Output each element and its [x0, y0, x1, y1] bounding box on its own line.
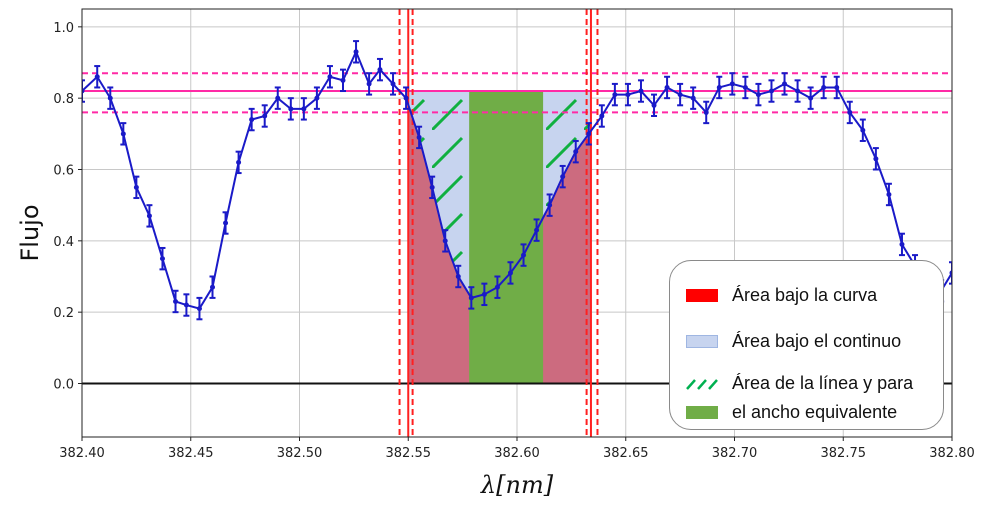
y-tick-label: 0.8	[53, 92, 74, 107]
y-axis-label: Flujo	[16, 204, 44, 261]
data-point	[442, 238, 448, 244]
data-point	[560, 174, 566, 180]
data-point	[755, 92, 761, 98]
x-tick-label: 382.55	[386, 446, 432, 461]
data-point	[703, 109, 709, 115]
data-point	[599, 113, 605, 119]
data-point	[146, 213, 152, 219]
data-point	[353, 49, 359, 55]
y-tick-label: 0.0	[53, 378, 74, 393]
data-point	[210, 284, 215, 290]
area-under-curve	[408, 104, 591, 384]
data-point	[275, 95, 281, 101]
data-point	[429, 184, 435, 190]
data-point	[196, 306, 202, 312]
x-tick-label: 382.65	[603, 446, 649, 461]
data-point	[664, 84, 670, 90]
data-point	[742, 84, 748, 90]
data-point	[899, 241, 905, 247]
data-point	[301, 106, 307, 112]
data-point	[236, 159, 242, 165]
legend-item-area-under-curve: Área bajo la curva	[686, 285, 877, 306]
x-tick-label: 382.45	[168, 446, 214, 461]
data-point	[468, 295, 474, 301]
data-point	[625, 92, 631, 98]
data-point	[403, 95, 409, 101]
data-point	[494, 284, 500, 290]
data-point	[173, 298, 179, 304]
legend-label: Área de la línea y para	[732, 373, 914, 393]
data-point	[223, 220, 229, 226]
data-point	[768, 88, 774, 94]
data-point	[612, 92, 618, 98]
data-point	[716, 84, 722, 90]
legend-item-line-area: Área de la línea y para	[686, 373, 913, 394]
data-point	[795, 88, 801, 94]
data-point	[340, 77, 346, 83]
data-point	[638, 88, 644, 94]
data-point	[327, 74, 333, 80]
data-point	[288, 106, 294, 112]
data-point	[873, 156, 879, 162]
x-tick-label: 382.60	[494, 446, 540, 461]
data-point	[107, 95, 113, 101]
legend: Área bajo la curva Área bajo el continuo…	[669, 260, 944, 430]
legend-label: Área bajo la curva	[732, 285, 878, 305]
data-point	[366, 81, 372, 87]
legend-label: Área bajo el continuo	[732, 331, 902, 351]
data-point	[534, 227, 540, 233]
legend-swatch-green	[686, 406, 718, 419]
data-point	[834, 84, 840, 90]
y-tick-label: 1.0	[53, 21, 74, 36]
y-tick-label: 0.2	[53, 306, 74, 321]
data-point	[782, 81, 788, 87]
x-tick-label: 382.50	[277, 446, 323, 461]
y-tick-label: 0.6	[53, 164, 74, 179]
data-point	[521, 252, 527, 258]
data-point	[847, 109, 853, 115]
x-tick-label: 382.75	[821, 446, 867, 461]
data-point	[729, 81, 735, 87]
data-point	[390, 81, 396, 87]
legend-swatch-hatch	[686, 379, 718, 390]
data-point	[677, 92, 683, 98]
data-point	[377, 67, 383, 73]
legend-swatch-red	[686, 289, 718, 302]
data-point	[82, 88, 85, 94]
data-point	[808, 95, 814, 101]
data-point	[262, 113, 268, 119]
data-point	[159, 256, 165, 262]
data-point	[120, 131, 126, 137]
data-point	[949, 270, 952, 276]
data-point	[249, 117, 255, 123]
data-point	[416, 134, 422, 140]
legend-swatch-light-blue	[686, 335, 718, 348]
data-point	[481, 291, 487, 297]
x-axis-label: λ[nm]	[480, 471, 554, 499]
data-point	[547, 202, 553, 208]
data-point	[507, 270, 513, 276]
data-point	[690, 95, 696, 101]
x-tick-label: 382.70	[712, 446, 758, 461]
legend-label: el ancho equivalente	[732, 402, 898, 422]
data-point	[586, 131, 592, 137]
data-point	[183, 302, 189, 308]
data-point	[860, 127, 866, 133]
x-tick-label: 382.40	[59, 446, 105, 461]
data-point	[886, 191, 892, 197]
data-point	[314, 95, 320, 101]
data-point	[94, 74, 100, 80]
data-point	[133, 184, 139, 190]
data-point	[573, 149, 579, 155]
data-point	[821, 84, 827, 90]
data-point	[455, 274, 461, 279]
legend-item-equivalent-width: el ancho equivalente	[686, 402, 897, 423]
legend-item-area-under-continuum: Área bajo el continuo	[686, 331, 901, 352]
equivalent-width-bar	[469, 91, 544, 384]
x-tick-label: 382.80	[929, 446, 975, 461]
data-point	[651, 102, 657, 108]
y-tick-label: 0.4	[53, 235, 74, 250]
